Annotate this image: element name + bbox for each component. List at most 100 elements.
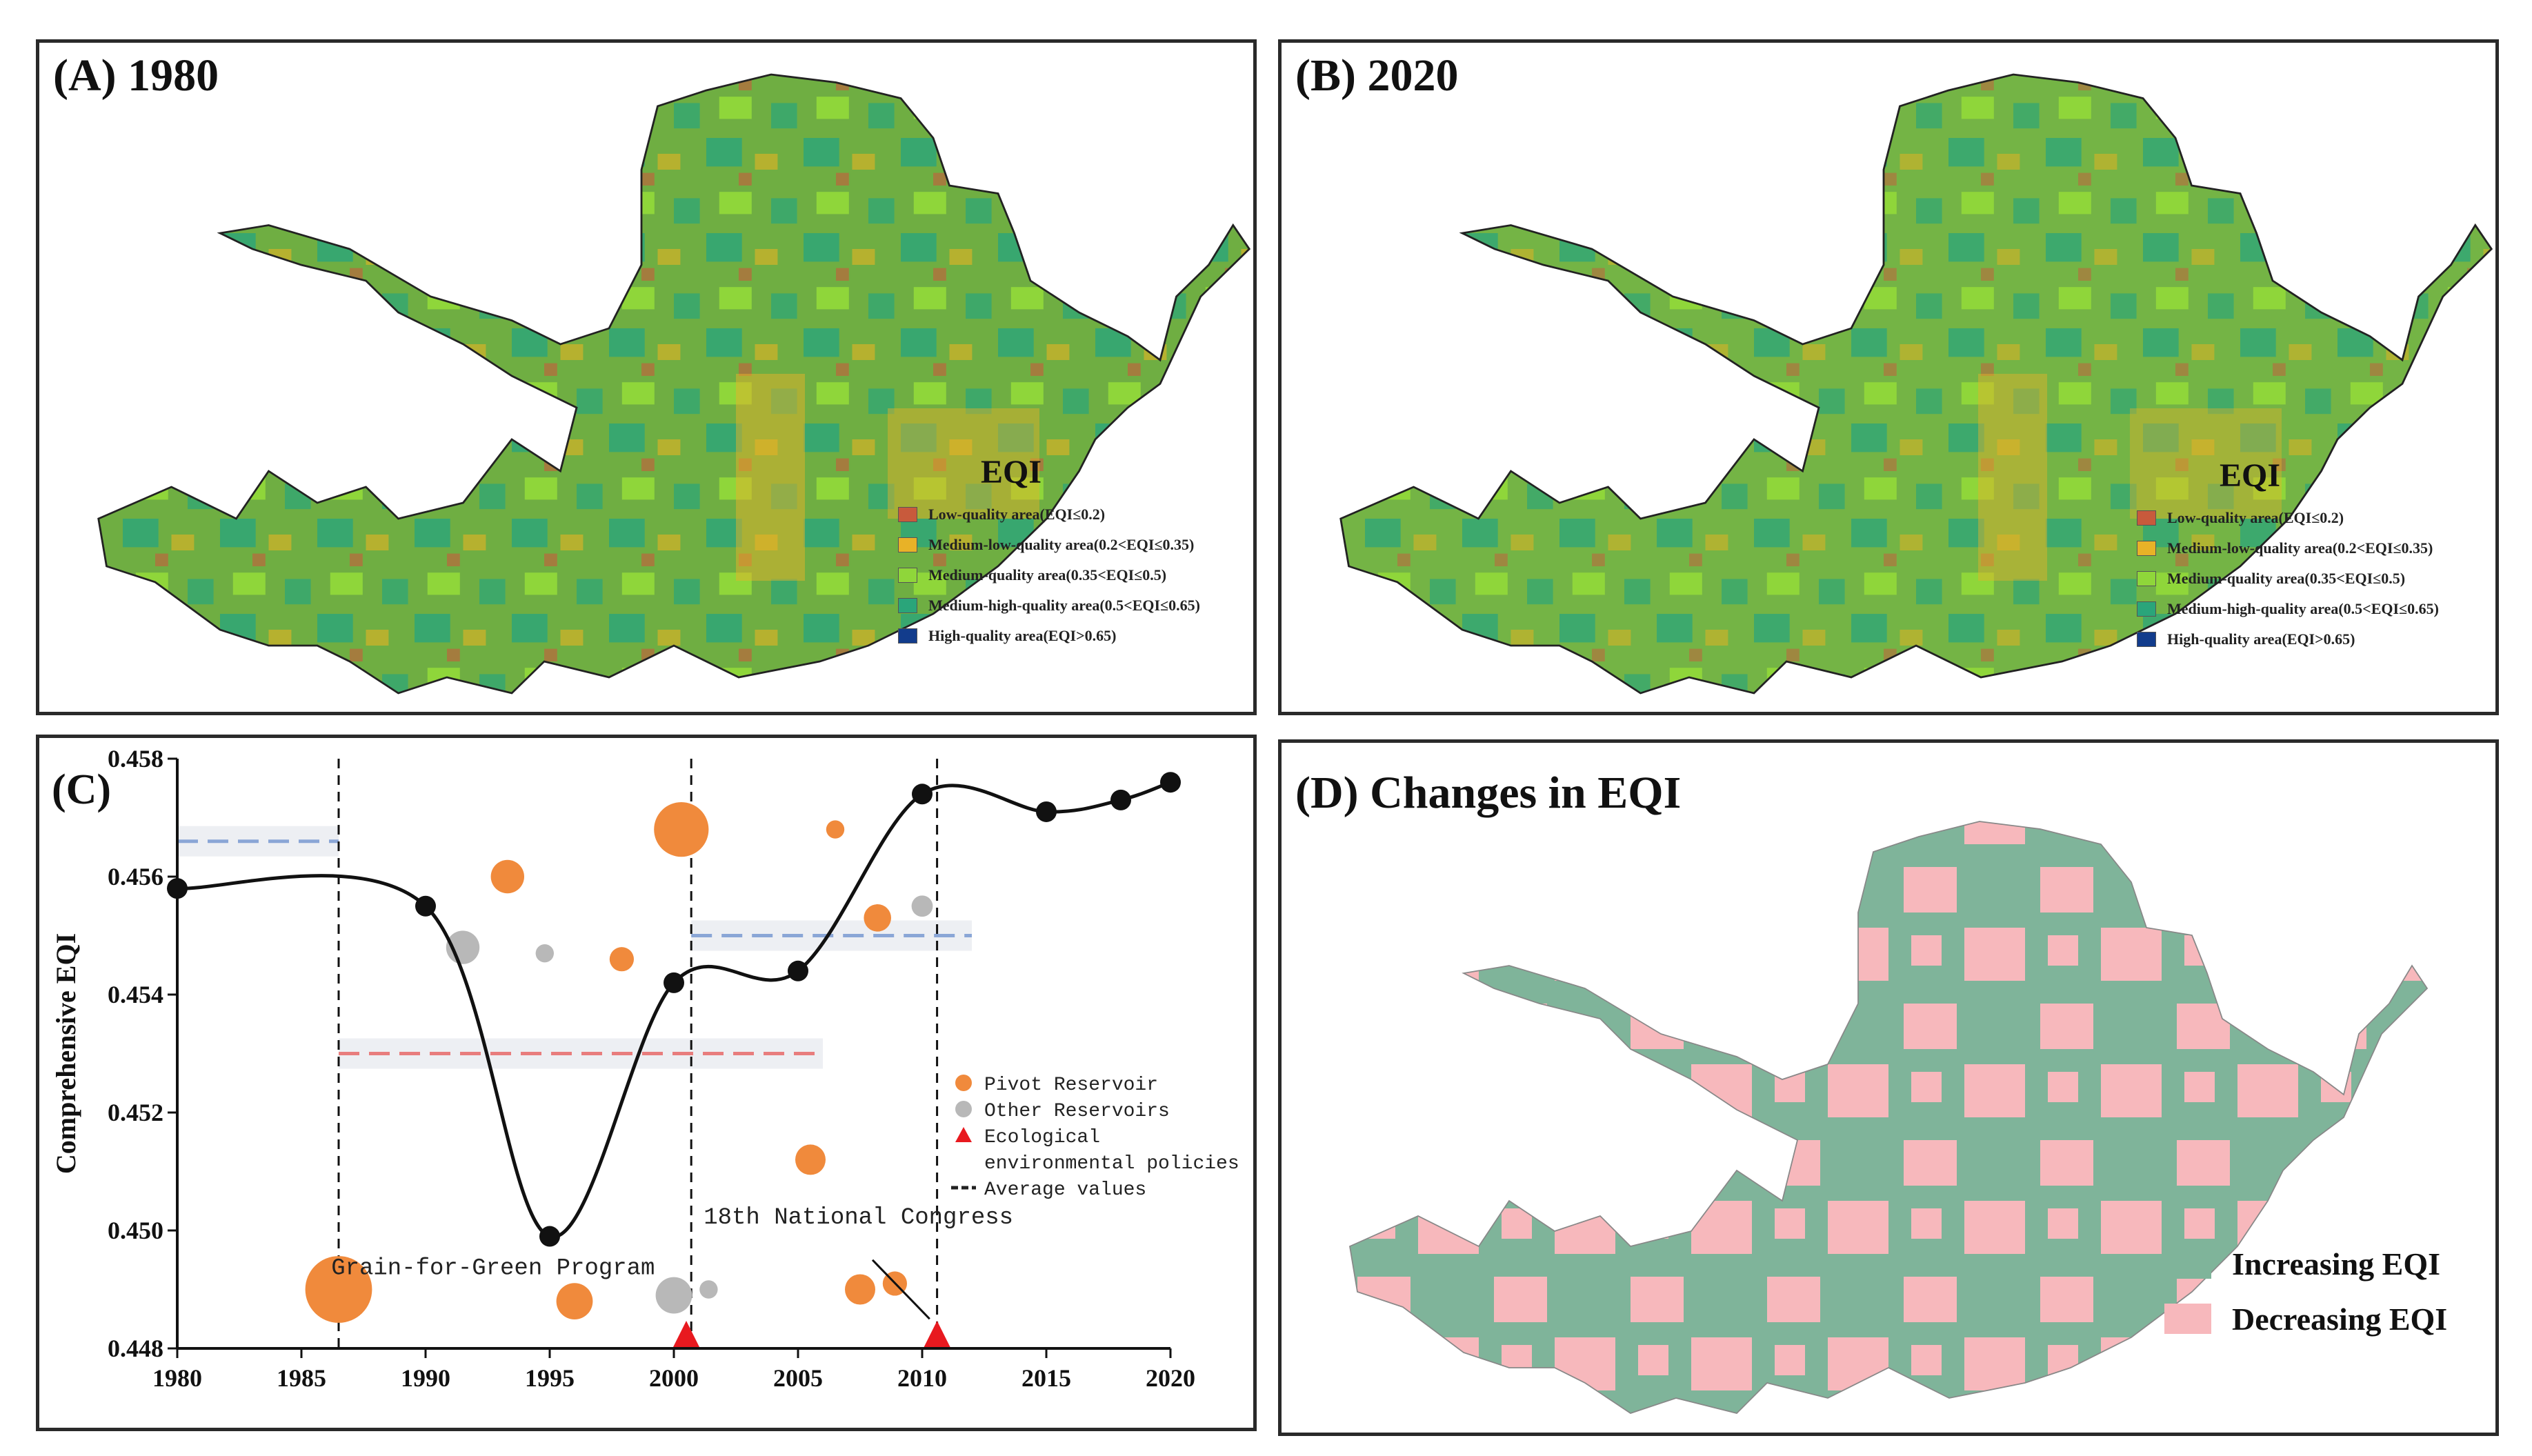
legend-item: Medium-high-quality area(0.5<EQI≤0.65) [898, 590, 1200, 621]
legend-label: Medium-quality area(0.35<EQI≤0.5) [2167, 570, 2406, 587]
swatch-medium [2137, 571, 2156, 586]
pivot-reservoir-point-8 [864, 904, 891, 932]
policy-marker-0 [672, 1321, 700, 1348]
x-tick-label-3: 1995 [525, 1364, 575, 1392]
eqi-legend-a: EQI Low-quality area(EQI≤0.2) Medium-low… [898, 453, 1200, 651]
legend-item: Decreasing EQI [2164, 1291, 2447, 1346]
legend-label: Decreasing EQI [2232, 1301, 2448, 1337]
policy-arrow-line [871, 1259, 930, 1320]
other-reservoir-point-4 [911, 895, 933, 917]
eqi-data-point-7 [1110, 789, 1131, 810]
pivot-reservoir-point-4 [654, 802, 709, 857]
eqi-data-point-5 [912, 784, 933, 805]
legend-pivot-label: Pivot Reservoir [984, 1075, 1158, 1096]
swatch-medium-high [898, 598, 917, 613]
pivot-reservoir-point-0 [305, 1256, 372, 1323]
swatch-medium [898, 568, 917, 583]
legend-label: Low-quality area(EQI≤0.2) [928, 506, 1106, 523]
legend-label: High-quality area(EQI>0.65) [928, 627, 1117, 644]
legend-item: Medium-quality area(0.35<EQI≤0.5) [2137, 564, 2439, 594]
other-reservoir-point-1 [535, 944, 554, 963]
panel-b-title: (B) 2020 [1295, 50, 1459, 101]
y-tick-label-4: 0.456 [108, 863, 163, 890]
legend-label: Medium-low-quality area(0.2<EQI≤0.35) [2167, 539, 2433, 557]
x-tick-label-0: 1980 [152, 1364, 202, 1392]
pivot-reservoir-point-6 [826, 820, 845, 839]
legend-title: EQI [2220, 457, 2281, 494]
swatch-low [2137, 510, 2156, 526]
legend-label: Increasing EQI [2232, 1246, 2441, 1282]
basin-shape [97, 73, 1251, 695]
swatch-decreasing [2164, 1304, 2211, 1334]
legend-item: Medium-low-quality area(0.2<EQI≤0.35) [2137, 533, 2439, 564]
basin-shape [1339, 73, 2493, 695]
eqi-data-point-3 [664, 972, 684, 993]
x-tick-label-6: 2010 [897, 1364, 947, 1392]
swatch-medium-low [898, 537, 917, 552]
panel-d-eqi-change: (D) Changes in EQI Increasing EQI Decrea… [1278, 739, 2499, 1436]
y-tick-label-3: 0.454 [108, 981, 163, 1008]
eqi-data-point-2 [539, 1226, 560, 1247]
legend-label: Medium-quality area(0.35<EQI≤0.5) [928, 566, 1167, 584]
legend-policy-label-1: Ecological [984, 1127, 1100, 1148]
legend-item: Low-quality area(EQI≤0.2) [898, 499, 1200, 530]
panel-a-eqi-1980: (A) 1980 EQI Low-quality area(EQI≤0.2) M… [36, 39, 1257, 715]
pivot-reservoir-point-5 [795, 1144, 826, 1175]
eqi-map-2020 [1339, 73, 2493, 695]
eqi-map-1980 [97, 73, 1251, 695]
legend-item: Medium-quality area(0.35<EQI≤0.5) [898, 560, 1200, 590]
swatch-high [2137, 632, 2156, 647]
x-tick-label-2: 1990 [401, 1364, 450, 1392]
legend-policy-label-2: environmental policies [984, 1153, 1239, 1175]
y-tick-label-1: 0.450 [108, 1217, 163, 1244]
swatch-high [898, 628, 917, 644]
swatch-medium-high [2137, 601, 2156, 617]
legend-item: Medium-high-quality area(0.5<EQI≤0.65) [2137, 594, 2439, 624]
swatch-medium-low [2137, 541, 2156, 556]
chart-panel-label: (C) [52, 766, 111, 813]
legend-label: Medium-high-quality area(0.5<EQI≤0.65) [928, 597, 1200, 614]
policy-label-0: Grain-for-Green Program [331, 1256, 655, 1282]
legend-label: High-quality area(EQI>0.65) [2167, 630, 2355, 648]
y-tick-label-0: 0.448 [108, 1335, 163, 1362]
pivot-reservoir-point-7 [845, 1274, 875, 1305]
legend-label: Medium-high-quality area(0.5<EQI≤0.65) [2167, 600, 2439, 617]
legend-item: High-quality area(EQI>0.65) [2137, 624, 2439, 655]
panel-b-eqi-2020: (B) 2020 EQI Low-quality area(EQI≤0.2) M… [1278, 39, 2499, 715]
policy-marker-1 [923, 1321, 951, 1348]
legend-item: Increasing EQI [2164, 1236, 2447, 1291]
legend-item: Medium-low-quality area(0.2<EQI≤0.35) [898, 530, 1200, 560]
change-legend: Increasing EQI Decreasing EQI [2164, 1236, 2447, 1346]
legend-other-marker [955, 1101, 972, 1117]
eqi-data-point-8 [1160, 772, 1181, 793]
eqi-legend-b: EQI Low-quality area(EQI≤0.2) Medium-low… [2137, 457, 2439, 655]
legend-other-label: Other Reservoirs [984, 1101, 1170, 1122]
panel-d-title: (D) Changes in EQI [1295, 768, 1682, 818]
eqi-change-map [1349, 821, 2429, 1414]
x-tick-label-8: 2020 [1146, 1364, 1195, 1392]
panel-c-chart: (C) Grain-for-Green Program 18th National … [36, 735, 1257, 1431]
y-tick-label-2: 0.452 [108, 1099, 163, 1126]
panel-a-title: (A) 1980 [53, 50, 219, 101]
pivot-reservoir-point-2 [556, 1283, 593, 1319]
legend-pivot-marker [955, 1075, 972, 1091]
other-reservoir-point-3 [699, 1280, 718, 1299]
y-tick-label-5: 0.458 [108, 745, 163, 772]
policy-label-1: 18th National Congress [704, 1205, 1013, 1231]
eqi-data-point-1 [415, 895, 436, 917]
other-reservoir-point-2 [655, 1277, 692, 1314]
pivot-reservoir-point-3 [609, 947, 635, 972]
legend-policy-marker [955, 1127, 972, 1142]
x-tick-label-4: 2000 [649, 1364, 699, 1392]
legend-label: Medium-low-quality area(0.2<EQI≤0.35) [928, 536, 1195, 553]
y-axis-label: Comprehensive EQI [50, 933, 81, 1174]
swatch-increasing [2164, 1248, 2211, 1279]
pivot-reservoir-point-1 [490, 859, 524, 894]
x-tick-label-5: 2005 [773, 1364, 823, 1392]
eqi-data-point-6 [1036, 801, 1057, 822]
swatch-low [898, 507, 917, 522]
legend-item: High-quality area(EQI>0.65) [898, 621, 1200, 651]
legend-label: Low-quality area(EQI≤0.2) [2167, 509, 2344, 526]
eqi-data-point-4 [788, 960, 808, 981]
legend-item: Low-quality area(EQI≤0.2) [2137, 503, 2439, 533]
